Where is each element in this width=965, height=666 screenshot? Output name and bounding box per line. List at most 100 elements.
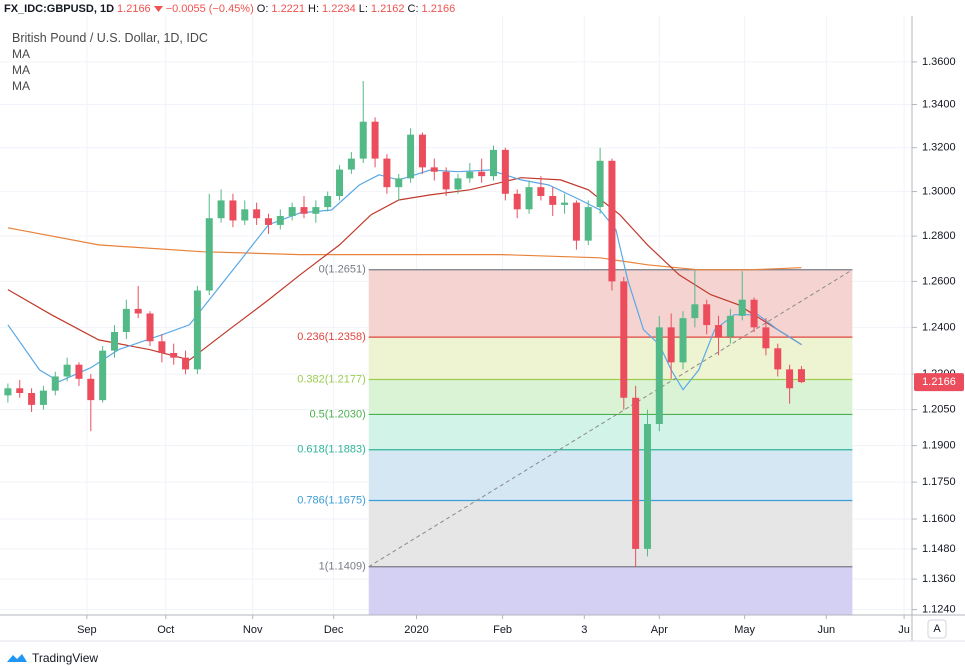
candle-body xyxy=(786,369,794,389)
x-tick-label: Feb xyxy=(493,624,512,636)
fib-band xyxy=(368,337,853,380)
candle-body xyxy=(430,167,438,172)
y-tick-label: 1.2050 xyxy=(922,404,956,416)
plot-area: 0(1.2651) 0.236(1.2358) 0.382(1.2177) 0.5(1… xyxy=(0,16,912,615)
candle-body xyxy=(738,299,746,316)
candle-body xyxy=(75,364,83,379)
down-arrow-icon xyxy=(153,5,163,12)
candle-body xyxy=(110,332,118,351)
legend: British Pound / U.S. Dollar, 1D, IDC MA … xyxy=(12,30,208,94)
candle-body xyxy=(395,178,403,188)
candle-body xyxy=(182,357,190,370)
y-tick-label: 1.3000 xyxy=(922,185,956,197)
brand-logo xyxy=(7,654,27,662)
footer: TradingView xyxy=(6,650,98,666)
x-tick-label: Jun xyxy=(817,624,835,636)
moving-average-line xyxy=(7,169,802,391)
candle-body xyxy=(158,341,166,353)
candle-body xyxy=(549,195,557,205)
candle-body xyxy=(134,308,142,314)
fib-band xyxy=(368,500,853,567)
y-tick-label: 1.1600 xyxy=(922,513,956,525)
candle-body xyxy=(39,390,47,405)
x-tick-label: May xyxy=(734,624,755,636)
candle-body xyxy=(336,169,344,196)
candle-body xyxy=(490,149,498,177)
low-value: 1.2162 xyxy=(370,2,405,15)
price-label: 1.2166 xyxy=(922,376,956,388)
candle-body xyxy=(715,325,723,337)
scale-button-label[interactable]: A xyxy=(933,623,941,635)
y-tick-label: 1.1750 xyxy=(922,476,956,488)
candle-body xyxy=(146,313,154,342)
x-tick-label: Sep xyxy=(77,624,97,636)
candle-body xyxy=(418,134,426,168)
y-tick-label: 1.1900 xyxy=(922,440,956,452)
moving-average-line xyxy=(7,227,802,271)
candle-body xyxy=(478,171,486,177)
y-tick-label: 1.3600 xyxy=(922,56,956,68)
candle-body xyxy=(193,290,201,370)
candle-body xyxy=(4,388,12,396)
price-change: −0.0055 (−0.45%) xyxy=(165,2,254,15)
candle-body xyxy=(312,207,320,214)
fib-level-label: 0.5(1.2030) xyxy=(309,408,365,420)
x-tick-label: 2020 xyxy=(404,624,428,636)
open-value: 1.2221 xyxy=(271,2,306,15)
candle-body xyxy=(655,327,663,424)
y-tick-label: 1.1480 xyxy=(922,543,956,555)
candle-body xyxy=(63,364,71,377)
x-tick-label: Apr xyxy=(651,624,668,636)
y-tick-label: 1.2400 xyxy=(922,321,956,333)
high-value: 1.2234 xyxy=(322,2,356,15)
scale-button[interactable] xyxy=(927,619,947,639)
candle-body xyxy=(667,327,675,363)
candle-body xyxy=(276,215,284,225)
x-tick-label: Dec xyxy=(324,624,344,636)
x-tick-label: Nov xyxy=(243,624,263,636)
fib-level-label: 0.786(1.1675) xyxy=(297,494,366,506)
candle-body xyxy=(762,327,770,349)
fib-trend-line xyxy=(368,269,853,568)
x-tick-label: 3 xyxy=(581,624,587,636)
candle-body xyxy=(750,299,758,328)
candle-body xyxy=(608,160,616,282)
axes: 1.3600 1.3400 1.3200 1.3000 1.2800 1.2600 1.24… xyxy=(0,16,965,642)
candle-body xyxy=(51,376,59,391)
last-price: 1.2166 xyxy=(117,2,151,15)
fib-level-label: 0(1.2651) xyxy=(319,264,366,276)
candle-body xyxy=(383,158,391,188)
fib-level-label: 0.618(1.1883) xyxy=(297,444,366,456)
x-tick-label: Ju xyxy=(898,624,910,636)
candle-body xyxy=(703,304,711,326)
candle-body xyxy=(774,348,782,370)
legend-entry[interactable]: MA xyxy=(12,63,30,77)
candle-body xyxy=(217,200,225,219)
candle-body xyxy=(442,171,450,190)
high-label: H: xyxy=(308,2,320,15)
open-label: O: xyxy=(256,2,269,15)
candle-body xyxy=(407,134,415,179)
fib-band xyxy=(368,566,853,615)
candle-body xyxy=(300,207,308,214)
legend-entry[interactable]: MA xyxy=(12,47,30,61)
close-label: C: xyxy=(407,2,419,15)
y-tick-label: 1.2600 xyxy=(922,275,956,287)
candle-body xyxy=(620,281,628,398)
fib-level-label: 0.236(1.2358) xyxy=(297,331,366,343)
brand-name[interactable]: TradingView xyxy=(32,651,99,665)
candle-body xyxy=(264,218,272,225)
y-tick-label: 1.2800 xyxy=(922,230,956,242)
candle-body xyxy=(241,209,249,221)
candle-body xyxy=(466,171,474,179)
legend-entry[interactable]: MA xyxy=(12,79,30,93)
y-tick-label: 1.1360 xyxy=(922,573,956,585)
candle-body xyxy=(691,304,699,319)
candle-body xyxy=(537,187,545,196)
x-tick-label: Oct xyxy=(157,624,174,636)
candle-body xyxy=(205,218,213,291)
candle-body xyxy=(229,200,237,221)
symbol-header: FX_IDC:GBPUSD, 1D 1.2166 −0.0055 (−0.45%… xyxy=(4,1,455,16)
